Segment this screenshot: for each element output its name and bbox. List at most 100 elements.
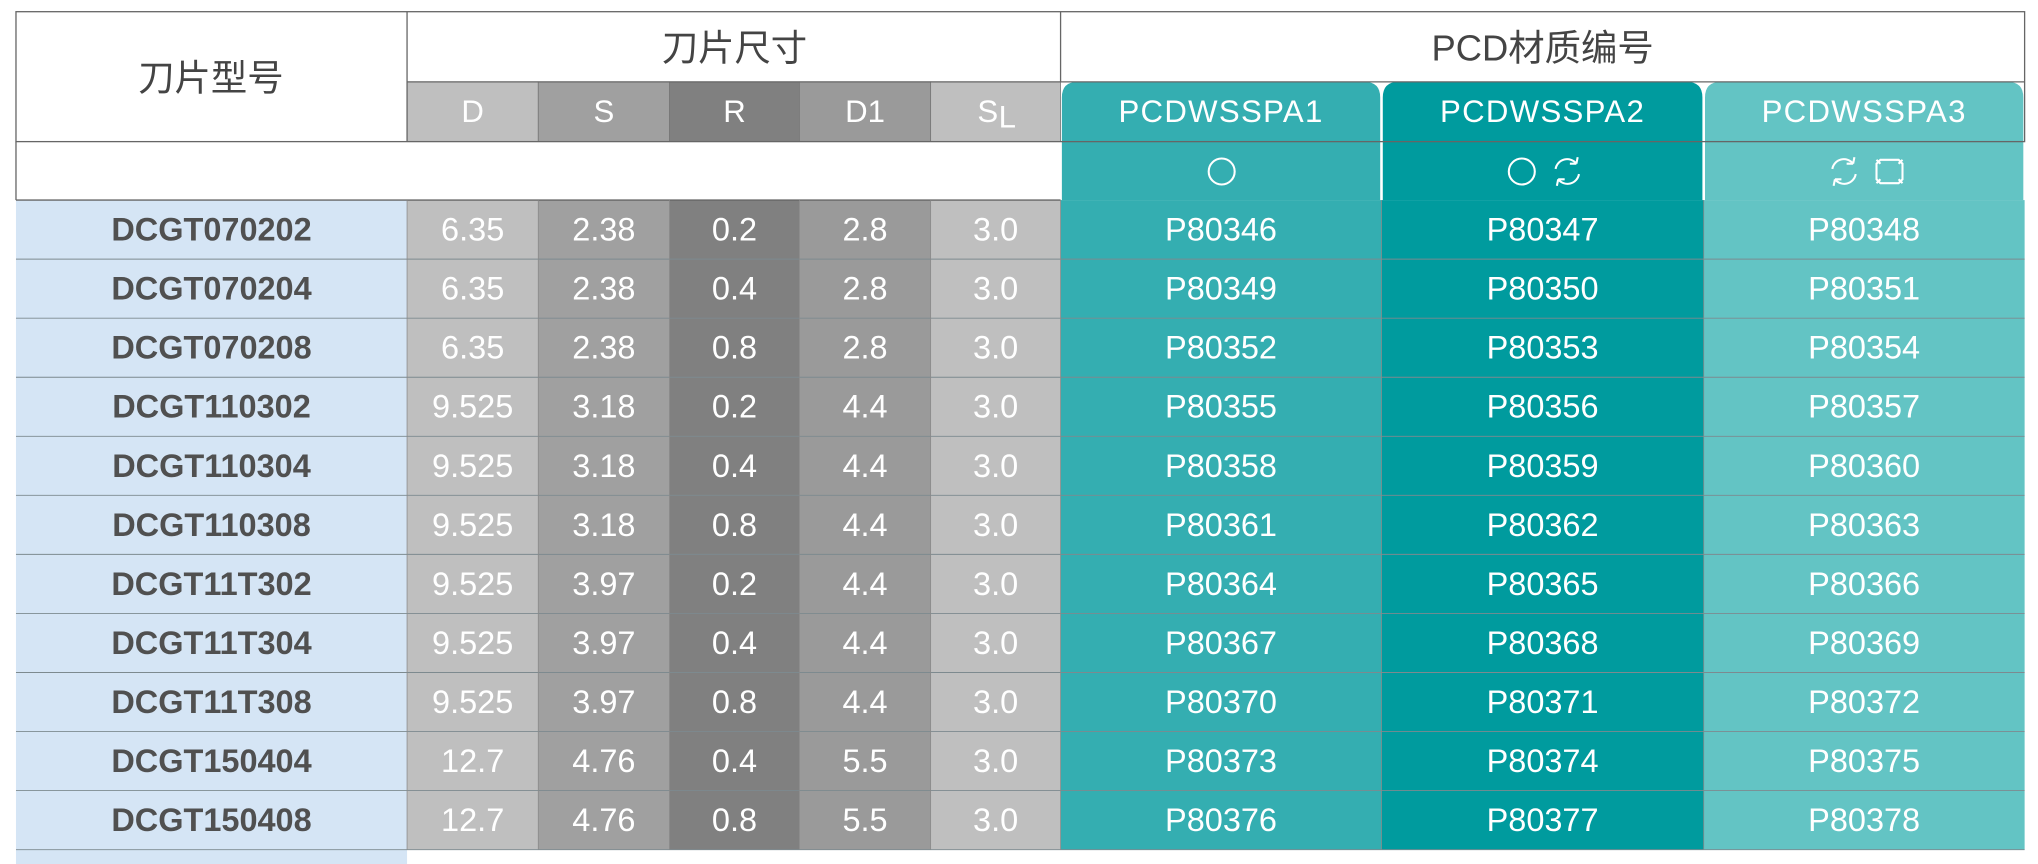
- pcd-cell: P80377: [1487, 802, 1599, 838]
- size-cell: 2.38: [572, 330, 635, 366]
- pcd-cell: P80375: [1808, 743, 1920, 779]
- header-border: [15, 11, 2026, 143]
- size-cell: 4.4: [842, 507, 887, 543]
- pcd-column-header: PCDWSSPA1: [1118, 94, 1323, 129]
- size-cell: 3.97: [572, 684, 635, 720]
- size-cell: 4.4: [842, 684, 887, 720]
- size-cell: 4.4: [842, 566, 887, 602]
- size-cell: 0.4: [712, 743, 757, 779]
- pcd-cell: P80346: [1165, 212, 1277, 248]
- size-cell: 2.8: [842, 271, 887, 307]
- pcd-cell: P80353: [1487, 330, 1599, 366]
- icon-circle: [1207, 157, 1236, 186]
- pcd-cell: P80358: [1165, 448, 1277, 484]
- size-cell: 4.76: [572, 802, 635, 838]
- size-cell: 9.525: [432, 684, 513, 720]
- pcd-cell: P80356: [1487, 389, 1599, 425]
- size-cell: 3.0: [973, 566, 1018, 602]
- icons: [1207, 157, 1904, 186]
- size-cell: 12.7: [441, 802, 504, 838]
- pcd-cell: P80348: [1808, 212, 1920, 248]
- icon-circle: [1507, 157, 1536, 186]
- model-cell: DCGT110304: [112, 448, 311, 484]
- size-column-header: D1: [845, 94, 885, 129]
- pcd-header-bg: [1705, 81, 2024, 201]
- pcd-cell: P80361: [1165, 507, 1277, 543]
- size-cell: 2.38: [572, 212, 635, 248]
- size-cell: 6.35: [441, 271, 504, 307]
- size-column-header: R: [723, 94, 746, 129]
- pcd-cell: P80363: [1808, 507, 1920, 543]
- pcd-cell: P80362: [1487, 507, 1599, 543]
- pcd-cell: P80366: [1808, 566, 1920, 602]
- size-header-bg: [669, 81, 800, 143]
- size-cell: 9.525: [432, 448, 513, 484]
- size-cell: 9.525: [432, 566, 513, 602]
- pcd-cell: P80376: [1165, 802, 1277, 838]
- size-cell: 3.18: [572, 507, 635, 543]
- pcd-cell: P80351: [1808, 271, 1920, 307]
- size-cell: 3.97: [572, 625, 635, 661]
- size-cell: 3.0: [973, 271, 1018, 307]
- size-cell: 9.525: [432, 625, 513, 661]
- pcd-cell: P80347: [1487, 212, 1599, 248]
- size-cell: 3.18: [572, 389, 635, 425]
- column-bg: [1703, 200, 2025, 850]
- pcd-cell: P80372: [1808, 684, 1920, 720]
- size-cell: 12.7: [441, 743, 504, 779]
- model-cell: DCGT110308: [112, 507, 311, 543]
- pcd-cell: P80350: [1487, 271, 1599, 307]
- size-cell: 0.8: [712, 802, 757, 838]
- size-header-bg: [406, 81, 539, 143]
- pcd-cell: P80368: [1487, 625, 1599, 661]
- size-cell: 0.8: [712, 684, 757, 720]
- size-cell: 3.0: [973, 802, 1018, 838]
- size-header-bg: [930, 81, 1061, 143]
- size-column-sub: L: [999, 99, 1016, 134]
- pcd-cell: P80359: [1487, 448, 1599, 484]
- size-cell: 0.8: [712, 507, 757, 543]
- pcd-cell: P80369: [1808, 625, 1920, 661]
- size-cell: 3.0: [973, 743, 1018, 779]
- size-cell: 3.0: [973, 684, 1018, 720]
- pcd-cell: P80378: [1808, 802, 1920, 838]
- pcd-cell: P80352: [1165, 330, 1277, 366]
- size-cell: 4.76: [572, 743, 635, 779]
- pcd-cell: P80355: [1165, 389, 1277, 425]
- header-pcd-group: PCD材质编号: [1431, 28, 1653, 69]
- pcd-cell: P80371: [1487, 684, 1599, 720]
- model-column-bg: [15, 200, 408, 864]
- model-cell: DCGT11T308: [111, 684, 311, 720]
- icon-square: [1875, 158, 1904, 185]
- pcd-column-header: PCDWSSPA3: [1762, 94, 1967, 129]
- model-cell: DCGT070202: [111, 212, 311, 248]
- size-cell: 6.35: [441, 330, 504, 366]
- model-cell: DCGT070204: [111, 271, 311, 307]
- size-cell: 3.0: [973, 448, 1018, 484]
- pcd-cell: P80360: [1808, 448, 1920, 484]
- model-cell: DCGT11T302: [111, 566, 311, 602]
- size-cell: 5.5: [842, 802, 887, 838]
- pcd-cell: P80364: [1165, 566, 1277, 602]
- size-cell: 3.0: [973, 389, 1018, 425]
- size-cell: 0.4: [712, 625, 757, 661]
- size-cell: 4.4: [842, 448, 887, 484]
- model-cell: DCGT110302: [112, 389, 311, 425]
- size-cell: 0.2: [712, 212, 757, 248]
- pcd-header-bg: [1382, 81, 1703, 201]
- size-cell: 4.4: [842, 389, 887, 425]
- header-size-group: 刀片尺寸: [662, 28, 807, 69]
- column-bg: [669, 200, 800, 850]
- pcd-cell: P80367: [1165, 625, 1277, 661]
- size-column-header: S: [593, 94, 614, 129]
- size-cell: 0.4: [712, 448, 757, 484]
- size-cell: 6.35: [441, 212, 504, 248]
- size-cell: 0.8: [712, 330, 757, 366]
- column-bg: [1381, 200, 1704, 850]
- pcd-cell: P80354: [1808, 330, 1920, 366]
- column-bg: [799, 200, 931, 850]
- size-cell: 3.0: [973, 625, 1018, 661]
- model-cell: DCGT070208: [111, 330, 311, 366]
- pcd-cell: P80374: [1487, 743, 1599, 779]
